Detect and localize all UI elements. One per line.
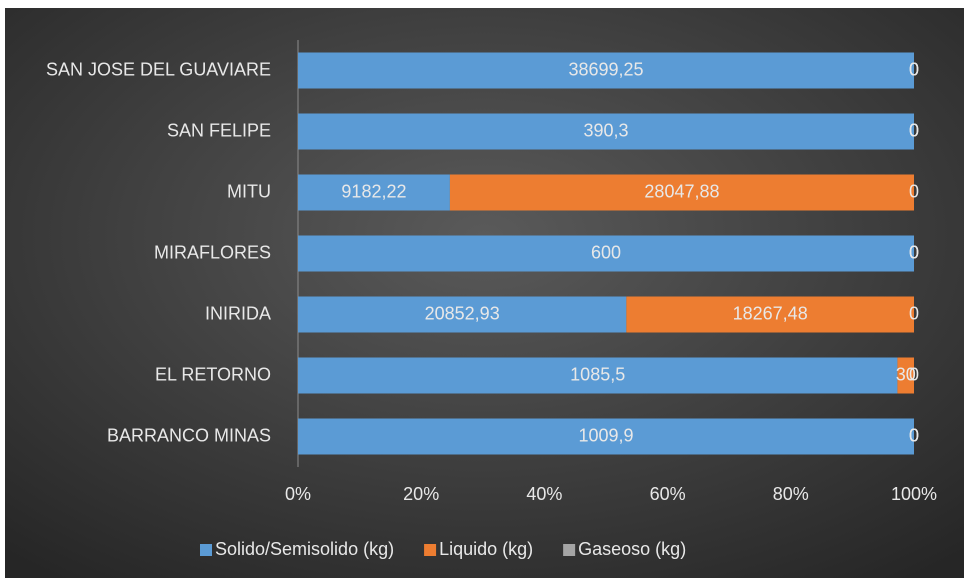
x-tick-label: 40%	[526, 484, 562, 504]
value-label: 0	[909, 181, 919, 201]
value-label: 18267,48	[733, 303, 808, 323]
bar-segment	[298, 113, 914, 150]
bar-segment	[298, 52, 914, 89]
y-tick-label: SAN FELIPE	[167, 120, 271, 140]
x-tick-label: 20%	[403, 484, 439, 504]
x-tick-label: 80%	[773, 484, 809, 504]
y-tick-label: INIRIDA	[205, 303, 271, 323]
value-label: 0	[909, 59, 919, 79]
value-label: 0	[909, 120, 919, 140]
value-label: 0	[909, 242, 919, 262]
value-label: 0	[909, 120, 919, 140]
y-tick-label: MIRAFLORES	[154, 242, 271, 262]
value-label: 20852,93	[425, 303, 500, 323]
x-tick-label: 0%	[285, 484, 311, 504]
legend-label: Gaseoso (kg)	[578, 539, 686, 559]
bar-segment	[626, 296, 914, 333]
value-label: 0	[909, 425, 919, 445]
value-label: 1085,5	[570, 364, 625, 384]
value-label: 0	[909, 242, 919, 262]
bar-segment	[897, 357, 914, 394]
bar-segment	[449, 174, 914, 211]
bar-segment	[298, 235, 914, 272]
legend-label: Liquido (kg)	[439, 539, 533, 559]
chart-background	[5, 8, 964, 578]
bar-segment	[298, 296, 627, 333]
value-label: 0	[909, 364, 919, 384]
value-label: 0	[909, 59, 919, 79]
x-tick-label: 100%	[891, 484, 937, 504]
legend-swatch	[424, 544, 437, 556]
bar-segment	[298, 357, 898, 394]
x-tick-label: 60%	[650, 484, 686, 504]
legend-label: Solido/Semisolido (kg)	[215, 539, 394, 559]
bar-segment	[298, 418, 914, 455]
value-label: 600	[591, 242, 621, 262]
legend-swatch	[200, 544, 212, 556]
value-label: 390,3	[583, 120, 628, 140]
value-label: 38699,25	[568, 59, 643, 79]
y-tick-label: BARRANCO MINAS	[107, 425, 271, 445]
legend-swatch	[563, 544, 576, 556]
value-label: 0	[909, 425, 919, 445]
bar-segment	[298, 174, 450, 211]
y-tick-label: SAN JOSE DEL GUAVIARE	[46, 59, 271, 79]
y-tick-label: MITU	[227, 181, 271, 201]
value-label: 9182,22	[341, 181, 406, 201]
value-label: 28047,88	[644, 181, 719, 201]
value-label: 1009,9	[578, 425, 633, 445]
value-label: 0	[909, 303, 919, 323]
value-label: 30	[896, 364, 916, 384]
y-tick-label: EL RETORNO	[155, 364, 271, 384]
